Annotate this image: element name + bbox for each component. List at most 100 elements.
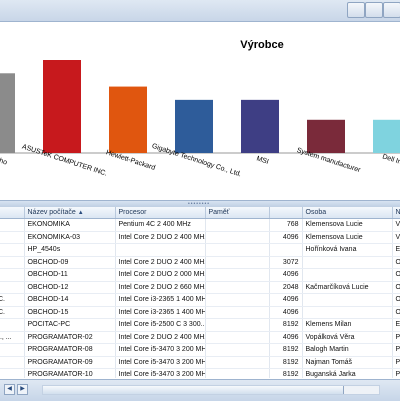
table-cell: 4096 <box>269 306 302 319</box>
table-cell: OBCHOD-09 <box>24 256 115 269</box>
column-header[interactable]: Paměť <box>205 207 269 219</box>
table-cell <box>115 244 205 257</box>
column-header-label: Paměť <box>209 209 230 216</box>
column-header[interactable]: Název počítače▲ <box>24 207 115 219</box>
bar-3 <box>175 100 213 153</box>
table-cell: 4096 <box>269 331 302 344</box>
table-cell <box>0 231 24 244</box>
column-header[interactable]: Procesor <box>115 207 205 219</box>
table-cell: POCITAC-PC <box>24 319 115 332</box>
table-cell: 4096 <box>269 269 302 282</box>
table-cell <box>205 369 269 379</box>
table-cell <box>0 219 24 232</box>
table-cell: V <box>392 231 400 244</box>
table-cell <box>205 269 269 282</box>
table-cell: Vopálková Věra <box>302 331 392 344</box>
column-header[interactable] <box>269 207 302 219</box>
table-cell: Intel Core i5-3470 3 200 MHz <box>115 356 205 369</box>
table-cell <box>269 244 302 257</box>
table-cell: Intel Core 2 DUO 2 000 MHz <box>115 269 205 282</box>
table-cell: O <box>392 256 400 269</box>
table-cell: Kačmarčíková Lucie <box>302 281 392 294</box>
table-cell: OBCHOD-12 <box>24 281 115 294</box>
table-cell <box>205 219 269 232</box>
table-cell <box>205 256 269 269</box>
table-cell <box>205 231 269 244</box>
maximize-button[interactable] <box>365 2 383 18</box>
table-cell: P <box>392 331 400 344</box>
table-cell: O <box>392 281 400 294</box>
table-cell <box>205 294 269 307</box>
column-header[interactable] <box>0 207 24 219</box>
table-cell: Intel Core 2 DUO 2 660 MHz <box>115 281 205 294</box>
table-cell: 8192 <box>269 319 302 332</box>
table-cell <box>0 369 24 379</box>
table-cell: O <box>392 269 400 282</box>
table-header-row: Název počítače▲ProcesorPaměťOsobaN <box>0 207 400 219</box>
table-cell: Intel Core i3-2365 1 400 MHz <box>115 294 205 307</box>
table-cell: E <box>392 244 400 257</box>
table-cell <box>205 306 269 319</box>
table-cell: Klemensova Lucie <box>302 219 392 232</box>
bar-6 <box>373 120 400 153</box>
table-cell: 4096 <box>269 231 302 244</box>
table-cell: Najman Tomáš <box>302 356 392 369</box>
x-tick-label: MSI <box>255 155 269 166</box>
table-cell <box>205 244 269 257</box>
table-cell: EKONOMIKA-03 <box>24 231 115 244</box>
table-cell: PROGRAMATOR-09 <box>24 356 115 369</box>
table-cell: INC. <box>0 294 24 307</box>
table-cell: P <box>392 356 400 369</box>
table-cell: 8192 <box>269 344 302 357</box>
table-cell: 8192 <box>269 369 302 379</box>
splitter-grip[interactable]: •••••••• <box>188 202 210 206</box>
chart-title: Výrobce <box>240 39 283 51</box>
scroll-left-button[interactable]: ◀ <box>4 384 15 395</box>
minimize-button[interactable] <box>347 2 365 18</box>
window-titlebar <box>0 0 400 22</box>
table-cell: Intel Core i5-3470 3 200 MHz <box>115 369 205 379</box>
table-cell: Klemensova Lucie <box>302 231 392 244</box>
column-header[interactable]: Osoba <box>302 207 392 219</box>
scroll-right-button[interactable]: ▶ <box>17 384 28 395</box>
table-cell: Intel Core i5-2500 C 3 300... <box>115 319 205 332</box>
table-cell: Pentium 4C 2 400 MHz <box>115 219 205 232</box>
table-cell: PROGRAMATOR-02 <box>24 331 115 344</box>
horizontal-scrollbar[interactable] <box>42 385 380 395</box>
table-cell <box>0 269 24 282</box>
table-cell: Klemens Milan <box>302 319 392 332</box>
scroll-thumb[interactable] <box>43 386 344 394</box>
table-cell <box>0 319 24 332</box>
table-cell: Intel Core 2 DUO 2 400 MHz <box>115 256 205 269</box>
table-cell: INC. <box>0 306 24 319</box>
table-cell <box>0 281 24 294</box>
close-button[interactable] <box>383 2 400 18</box>
table-cell <box>302 306 392 319</box>
column-header[interactable]: N <box>392 207 400 219</box>
column-header-label: Název počítače <box>28 209 76 216</box>
sort-ascending-icon: ▲ <box>78 210 84 216</box>
table-cell <box>302 294 392 307</box>
table-cell: 3072 <box>269 256 302 269</box>
table-cell: EKONOMIKA <box>24 219 115 232</box>
x-tick-label: Dell Inc. <box>381 153 400 167</box>
bar-2 <box>109 87 147 153</box>
status-bar: ◀ ▶ <box>0 379 400 401</box>
table-cell: Balogh Martin <box>302 344 392 357</box>
bar-4 <box>241 100 279 153</box>
table-cell: P <box>392 369 400 379</box>
column-header-label: Osoba <box>306 209 327 216</box>
